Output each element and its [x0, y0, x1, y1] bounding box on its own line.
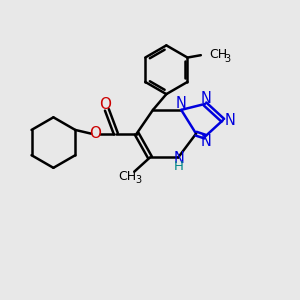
Text: 3: 3 [136, 175, 142, 185]
Text: CH: CH [118, 170, 136, 183]
Text: H: H [173, 160, 183, 173]
Text: N: N [225, 113, 236, 128]
Text: N: N [201, 134, 212, 149]
Text: N: N [176, 96, 187, 111]
Text: O: O [89, 126, 101, 141]
Text: 3: 3 [224, 54, 230, 64]
Text: CH: CH [210, 48, 228, 61]
Text: N: N [201, 91, 212, 106]
Text: N: N [173, 152, 184, 166]
Text: O: O [99, 97, 111, 112]
